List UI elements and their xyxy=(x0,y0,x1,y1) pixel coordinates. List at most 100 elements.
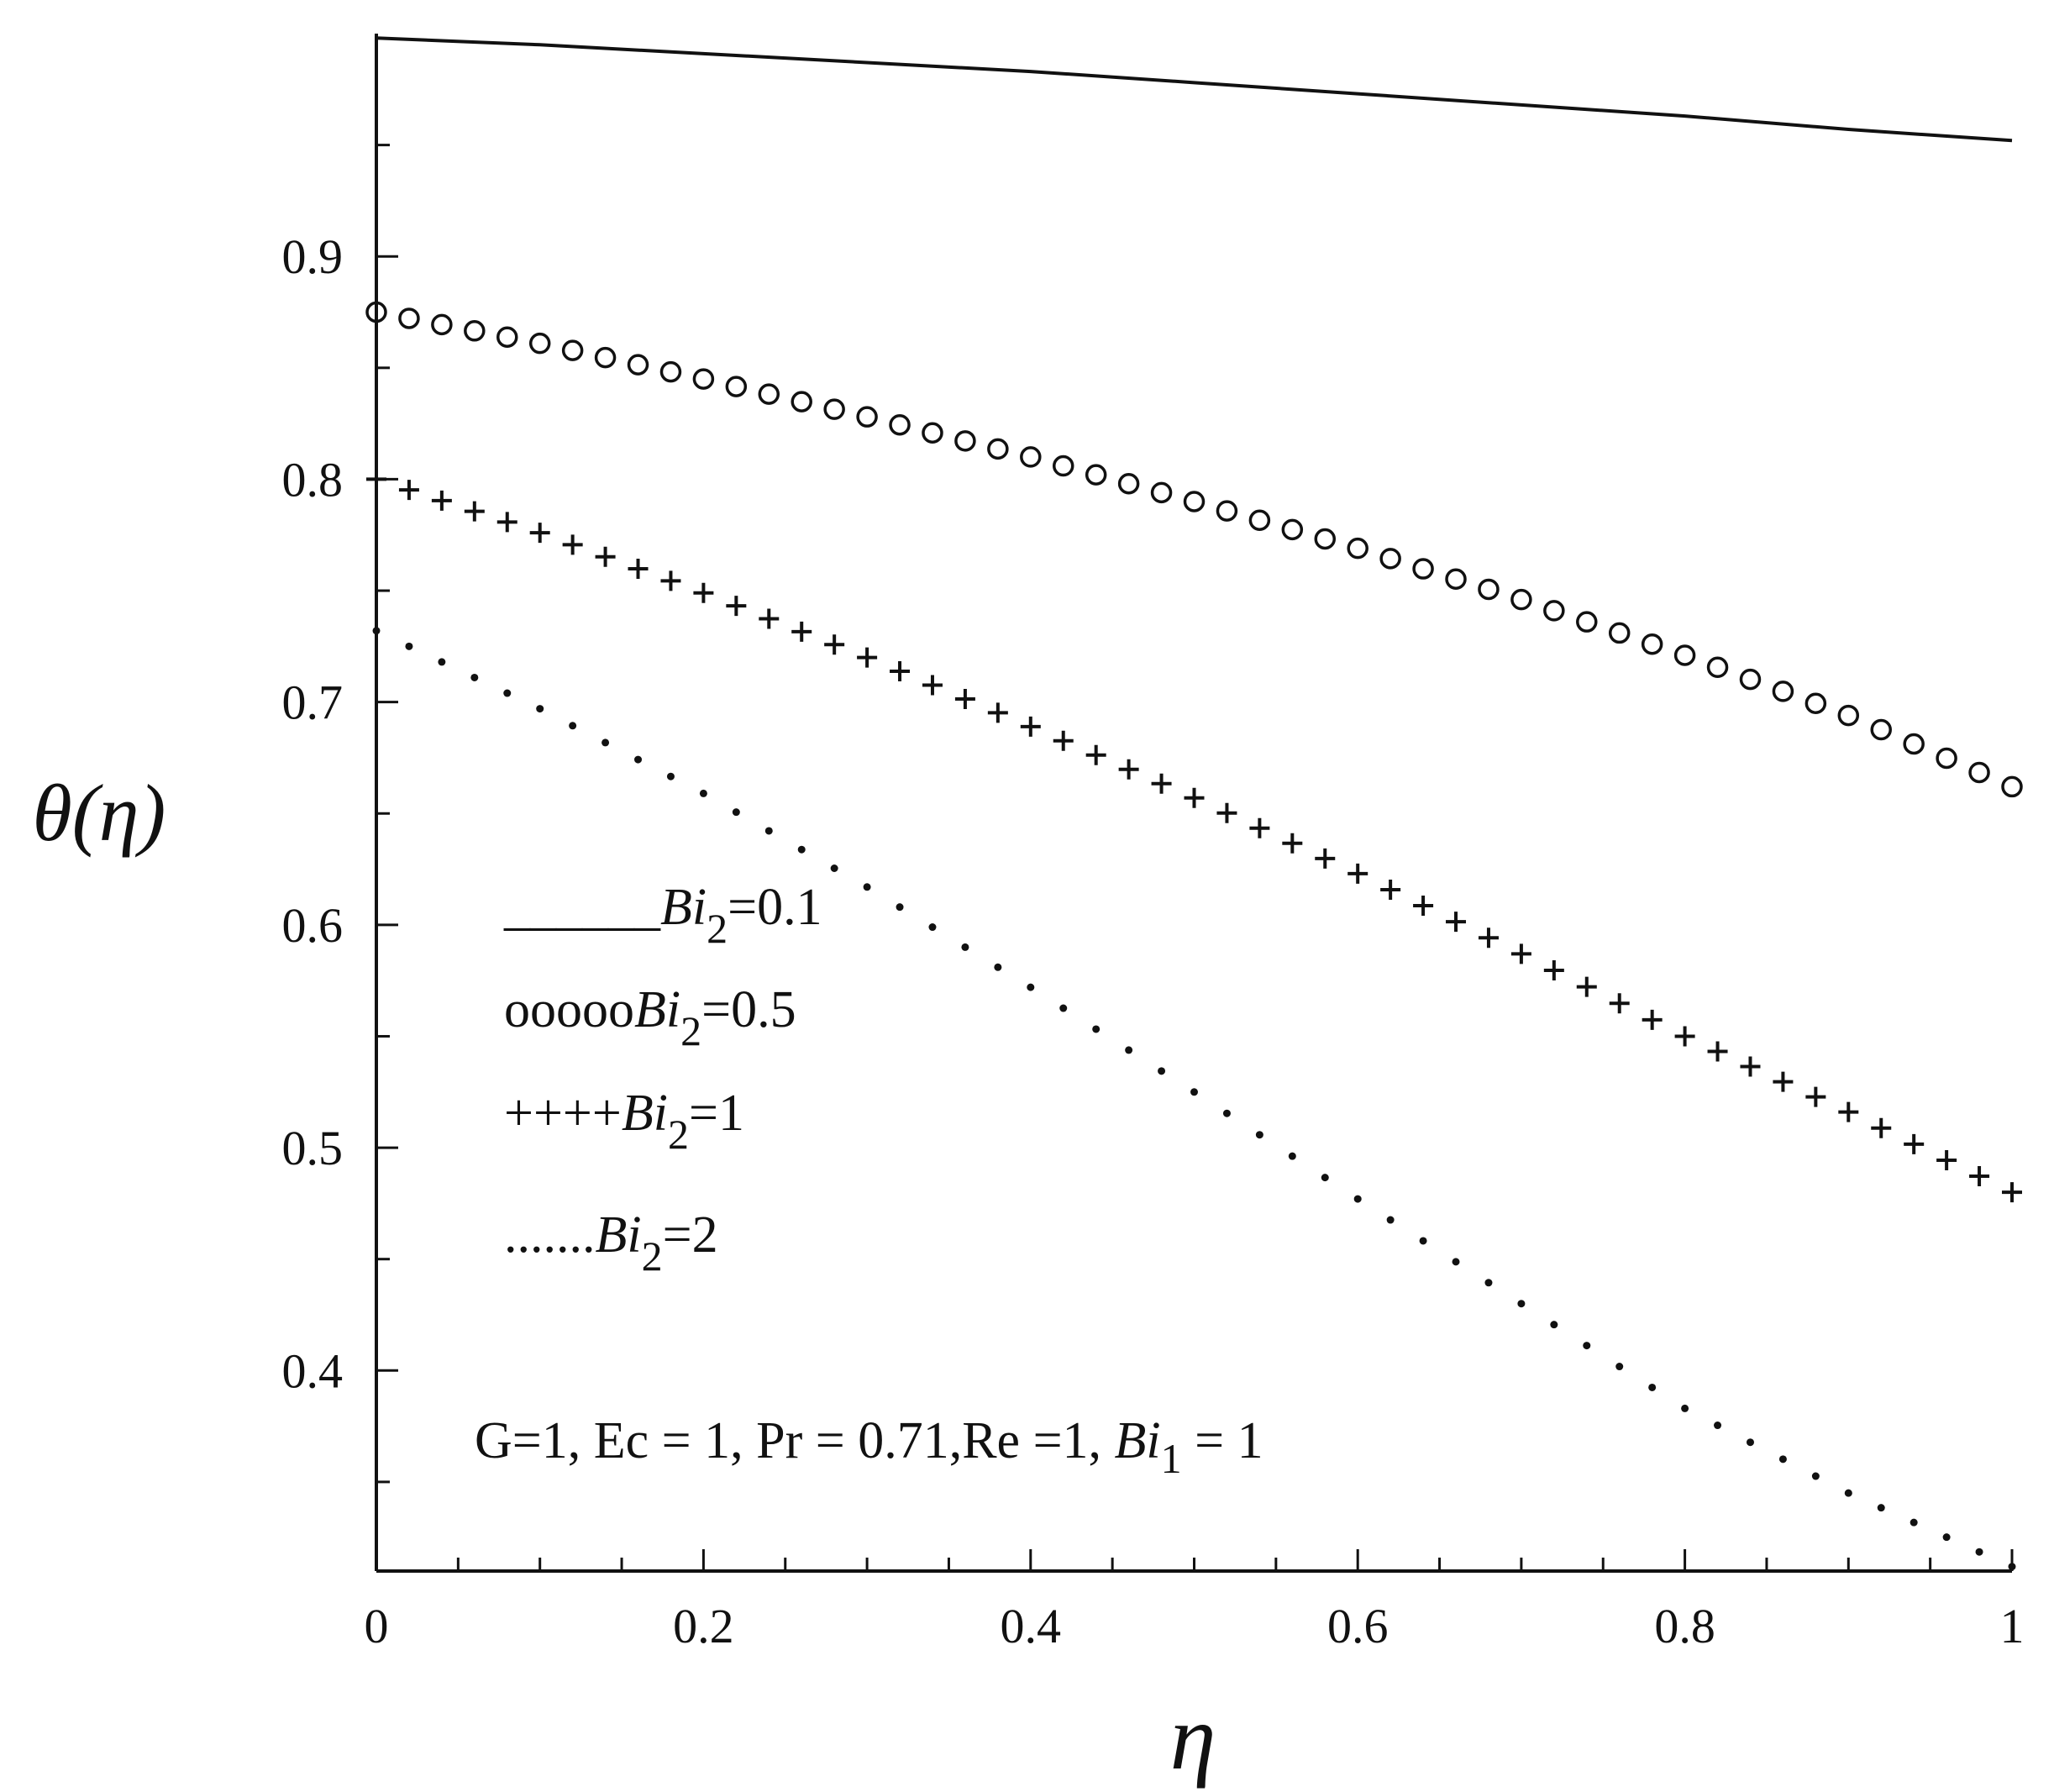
plus-marker xyxy=(1184,787,1205,808)
plus-marker xyxy=(954,688,975,709)
plus-marker xyxy=(1347,863,1368,884)
dot-marker xyxy=(1255,1131,1263,1139)
dot-marker xyxy=(1844,1489,1852,1497)
plus-marker xyxy=(1838,1101,1859,1122)
circle-marker xyxy=(725,376,748,397)
legend-label-sub: 2 xyxy=(668,1111,689,1158)
circle-marker xyxy=(987,438,1009,460)
circle-marker xyxy=(1085,464,1107,486)
circle-marker xyxy=(692,368,715,390)
dot-marker xyxy=(1517,1300,1526,1308)
circle-marker xyxy=(1576,611,1598,633)
y-tick-label: 0.7 xyxy=(282,675,344,730)
plus-marker xyxy=(922,675,943,696)
plus-marker xyxy=(398,480,419,501)
dot-marker xyxy=(601,738,610,747)
circle-marker xyxy=(758,383,780,405)
dot-marker xyxy=(1059,1004,1068,1012)
plus-marker xyxy=(1216,802,1237,823)
legend-label-main: Bi xyxy=(660,879,707,936)
circle-marker xyxy=(496,326,518,348)
plus-marker xyxy=(890,661,911,682)
circle-marker xyxy=(1314,528,1337,550)
circle-marker xyxy=(1379,548,1401,570)
series-group xyxy=(365,36,2023,1571)
plus-marker xyxy=(1413,896,1434,917)
dot-marker xyxy=(1714,1422,1722,1430)
series-line xyxy=(376,36,2013,143)
series-circle xyxy=(365,301,2023,798)
circle-marker xyxy=(823,398,845,420)
y-tick-label: 0.5 xyxy=(282,1121,344,1175)
x-tick-label: 0.6 xyxy=(1327,1599,1389,1653)
circle-marker xyxy=(791,391,812,413)
dot-marker xyxy=(634,755,643,764)
plus-marker xyxy=(1773,1071,1794,1092)
plus-marker xyxy=(464,501,485,522)
circle-marker xyxy=(1183,491,1206,512)
plus-marker xyxy=(628,559,649,580)
dot-marker xyxy=(470,673,479,681)
dot-marker xyxy=(1942,1533,1951,1542)
dot-marker xyxy=(1027,983,1035,991)
plus-marker xyxy=(562,534,583,555)
legend-item: ______Bi2=0.1 xyxy=(503,879,822,952)
dot-marker xyxy=(405,642,413,650)
plus-marker xyxy=(1936,1149,1957,1170)
circle-marker xyxy=(1772,681,1794,702)
plus-marker xyxy=(1053,730,1074,751)
circle-marker xyxy=(954,430,976,452)
circle-marker xyxy=(528,332,551,355)
circle-marker xyxy=(1052,455,1074,477)
circle-marker xyxy=(431,313,453,336)
dot-marker xyxy=(1910,1518,1918,1527)
x-tick-label: 1 xyxy=(2000,1599,2025,1653)
plus-marker xyxy=(366,469,386,490)
dot-marker xyxy=(1811,1472,1820,1480)
y-tick-label: 0.6 xyxy=(282,898,344,953)
circle-marker xyxy=(594,346,617,369)
plus-marker xyxy=(824,634,845,655)
circle-marker xyxy=(1837,704,1860,727)
dot-marker xyxy=(1583,1342,1591,1350)
plus-marker xyxy=(595,546,616,567)
circle-marker xyxy=(398,307,420,329)
dot-marker xyxy=(666,772,675,780)
circle-marker xyxy=(1216,500,1238,522)
dot-marker xyxy=(863,883,871,891)
plus-marker xyxy=(1315,848,1336,869)
legend-item: .......Bi2=2 xyxy=(504,1206,718,1280)
plus-marker xyxy=(791,621,812,642)
x-axis-label: η xyxy=(1170,1686,1216,1789)
legend-item: oooooBi2=0.5 xyxy=(504,981,796,1054)
plus-marker xyxy=(1478,928,1499,949)
dot-marker xyxy=(438,658,446,666)
dot-marker xyxy=(1648,1383,1657,1391)
dot-marker xyxy=(1353,1195,1362,1203)
legend-label-value: =0.5 xyxy=(701,981,796,1038)
circle-marker xyxy=(889,413,911,436)
dot-marker xyxy=(2008,1563,2016,1571)
y-tick-label: 0.9 xyxy=(282,229,344,284)
legend-symbol: ______ xyxy=(503,879,661,936)
dot-marker xyxy=(961,943,969,951)
circle-marker xyxy=(1936,747,1957,770)
circle-marker xyxy=(365,301,387,323)
dot-marker xyxy=(1288,1152,1296,1160)
plus-marker xyxy=(2002,1182,2022,1203)
circle-marker xyxy=(1903,733,1925,755)
plus-marker xyxy=(726,596,747,617)
circle-marker xyxy=(1706,656,1729,679)
dot-marker xyxy=(1877,1504,1885,1512)
annotation-suffix: = 1 xyxy=(1182,1412,1263,1469)
circle-marker xyxy=(1150,481,1173,504)
circle-marker xyxy=(922,422,943,444)
x-tick-label: 0.2 xyxy=(673,1599,734,1653)
legend-label-main: Bi xyxy=(596,1206,642,1264)
circle-marker xyxy=(1641,633,1663,655)
circle-marker xyxy=(627,354,649,376)
plus-marker xyxy=(1609,993,1630,1014)
x-tick-label: 0.4 xyxy=(1001,1599,1062,1653)
legend-label-main: Bi xyxy=(634,981,680,1038)
